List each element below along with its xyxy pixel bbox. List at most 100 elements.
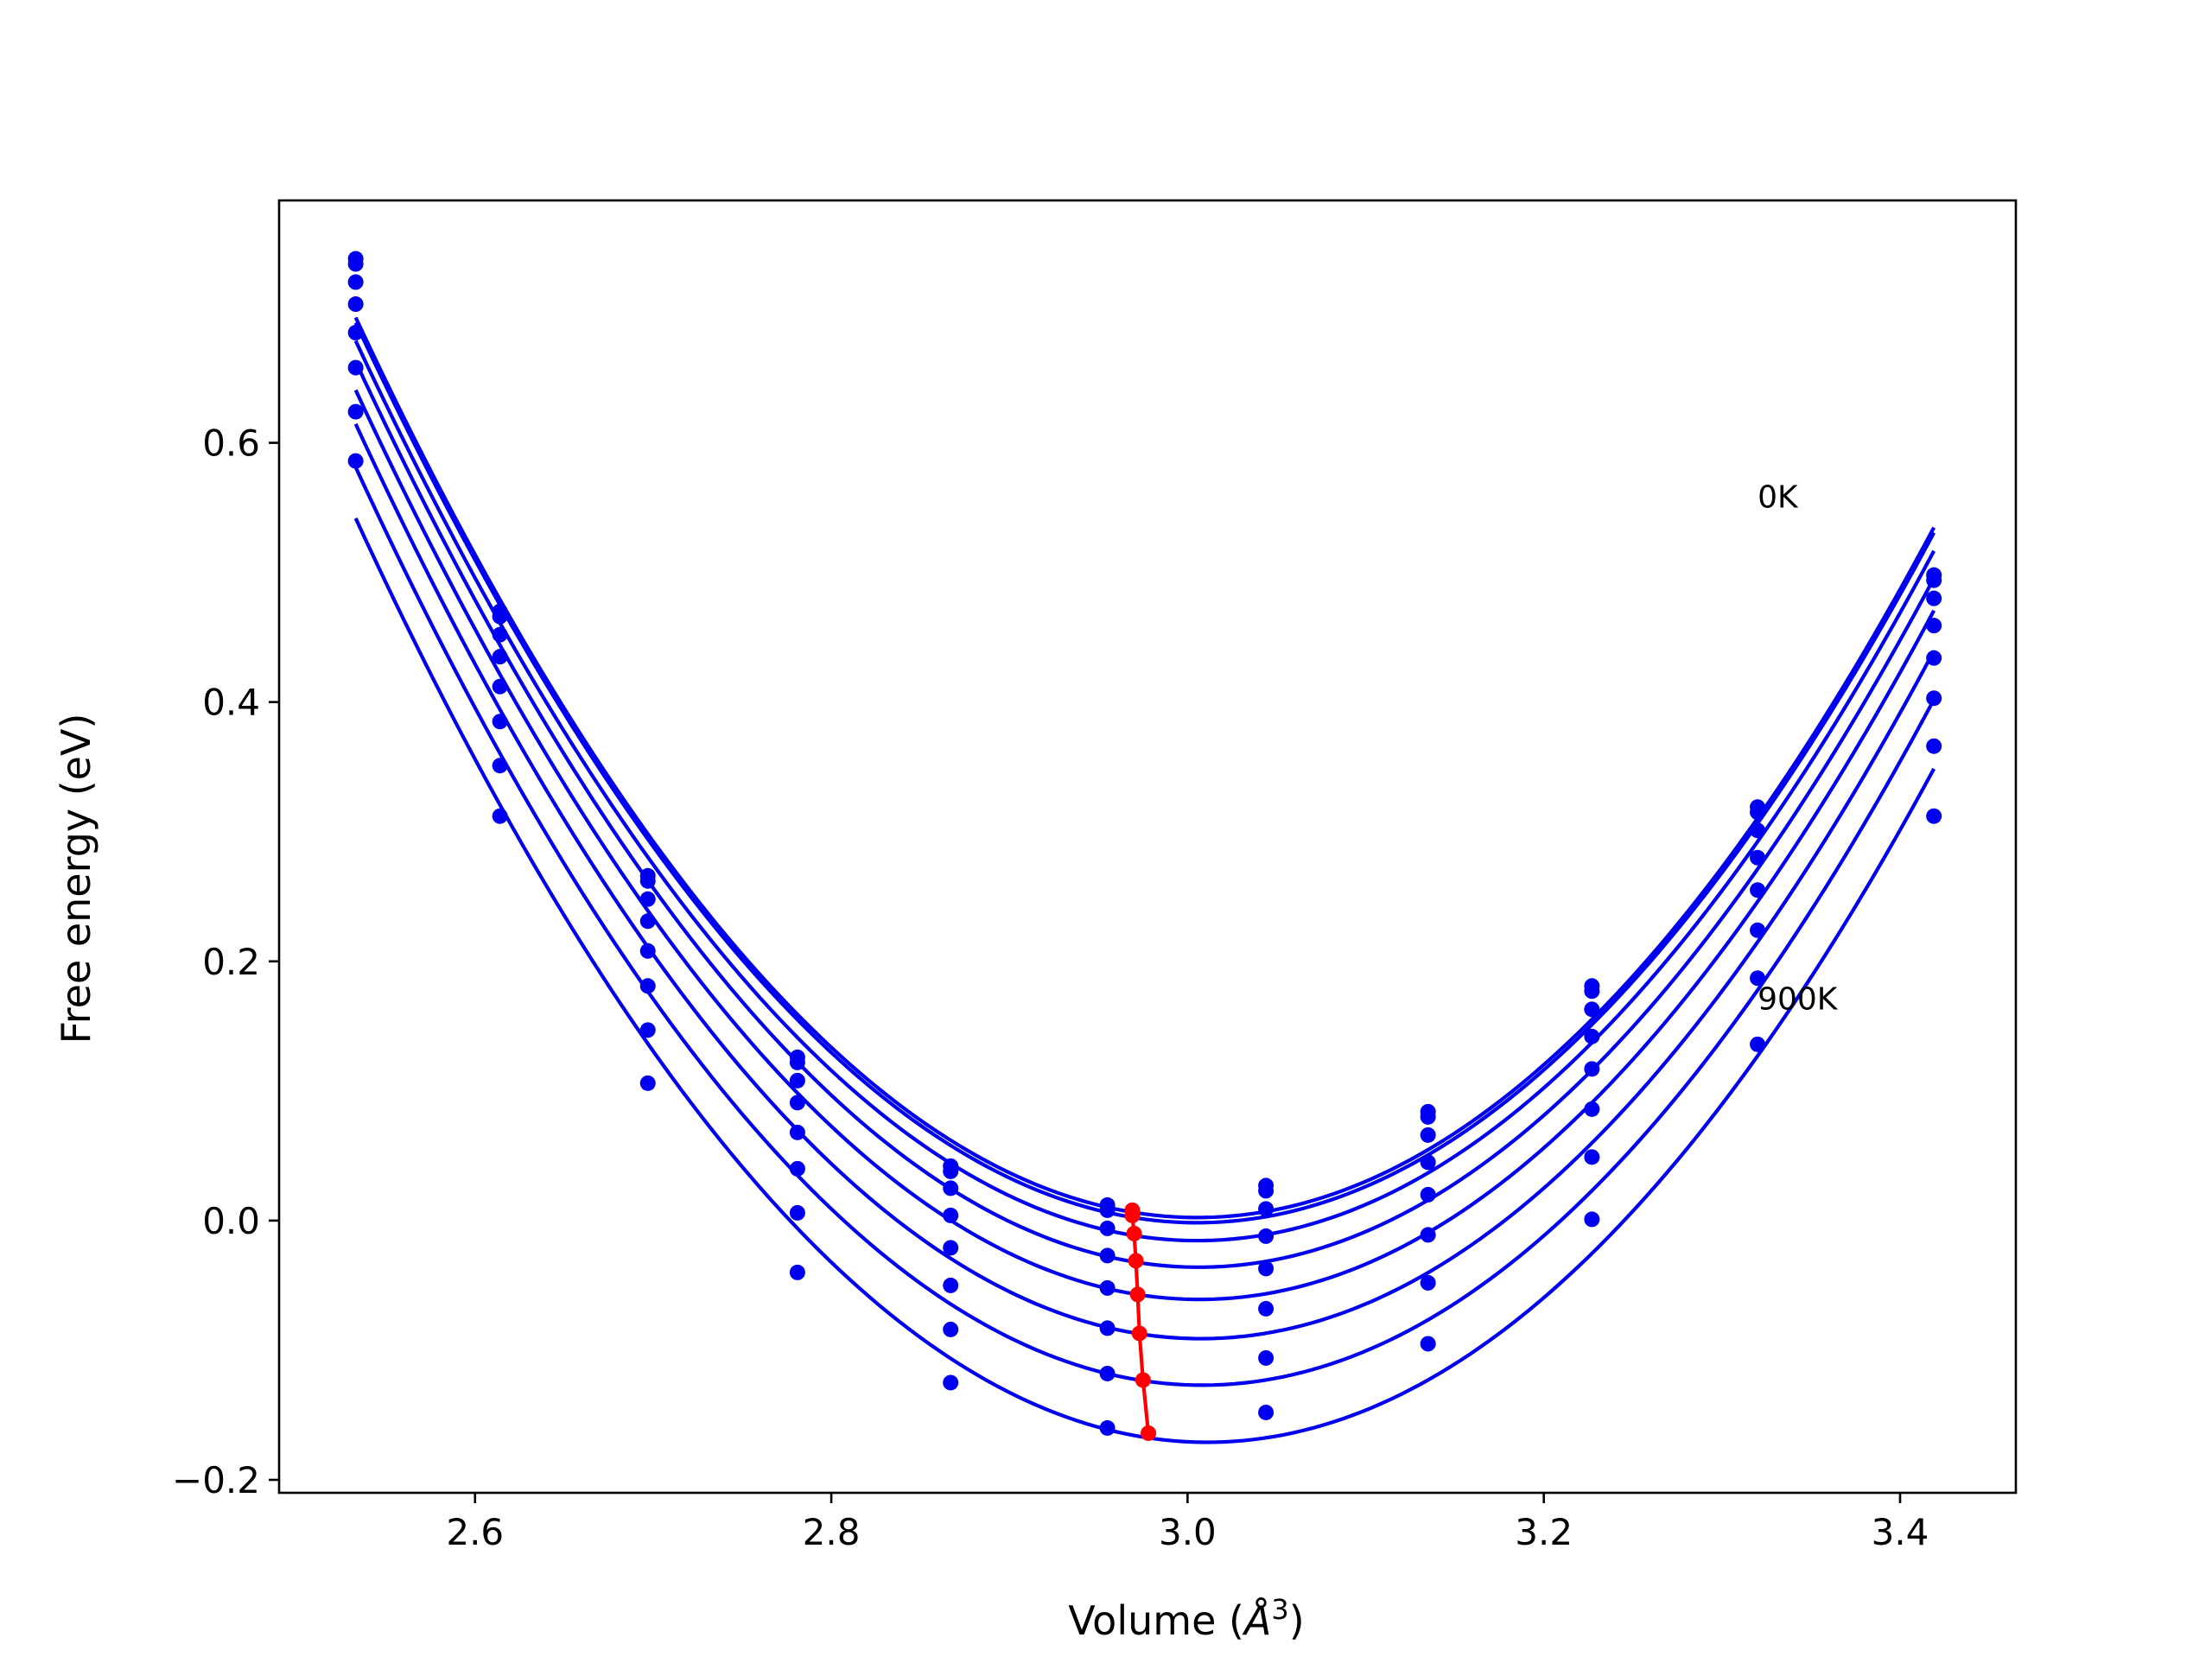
x-axis-label-unit: Å — [1242, 1597, 1271, 1644]
series-5-point-9 — [1750, 922, 1766, 938]
series-3-point-5 — [1099, 1247, 1116, 1264]
series-5-point-0 — [347, 359, 364, 376]
series-5-point-4 — [943, 1277, 959, 1293]
series-4-point-8 — [1584, 1061, 1600, 1077]
series-3 — [347, 296, 1942, 1269]
series-7-point-0 — [347, 453, 364, 469]
series-3-fit-line — [353, 360, 1936, 1269]
series-7-point-4 — [943, 1374, 959, 1391]
series-1 — [347, 256, 1942, 1225]
series-4-point-9 — [1750, 882, 1766, 898]
series-1-point-0 — [347, 256, 364, 272]
series-7-point-1 — [492, 808, 508, 824]
series-6-point-3 — [789, 1204, 805, 1221]
series-3-point-10 — [1926, 618, 1942, 634]
minima-point-4 — [1129, 1286, 1146, 1303]
annotation-1: 900K — [1758, 981, 1839, 1017]
series-4-point-7 — [1420, 1186, 1436, 1203]
series-3-point-7 — [1420, 1154, 1436, 1171]
series-6-point-7 — [1420, 1274, 1436, 1291]
series-2-point-7 — [1420, 1127, 1436, 1143]
series-6-point-5 — [1099, 1365, 1116, 1381]
series-6-point-8 — [1584, 1149, 1600, 1165]
series-7-point-9 — [1750, 1036, 1766, 1052]
y-axis-label: Free energy (eV) — [53, 714, 99, 1044]
series-2-point-10 — [1926, 590, 1942, 606]
series-4-point-1 — [492, 678, 508, 695]
minima-point-2 — [1126, 1225, 1142, 1241]
series-3-point-8 — [1584, 1028, 1600, 1044]
series-5-point-5 — [1099, 1320, 1116, 1336]
series-2-point-5 — [1099, 1220, 1116, 1236]
x-tick-label-1: 2.8 — [803, 1511, 861, 1553]
series-6-point-2 — [639, 1022, 656, 1038]
series-4-point-6 — [1258, 1260, 1274, 1277]
series-1-point-5 — [1099, 1202, 1116, 1218]
series-6-point-9 — [1750, 970, 1766, 987]
series-4-point-0 — [347, 325, 364, 341]
series-6-point-4 — [943, 1321, 959, 1337]
series-7-point-8 — [1584, 1211, 1600, 1228]
x-tick-label-0: 2.6 — [446, 1511, 504, 1553]
x-tick-label-3: 3.2 — [1515, 1511, 1573, 1553]
series-1-point-7 — [1420, 1108, 1436, 1125]
series-4-point-4 — [943, 1240, 959, 1256]
series-2-point-9 — [1750, 822, 1766, 839]
y-tick-label-1: 0.0 — [202, 1200, 260, 1242]
series-5-point-8 — [1584, 1101, 1600, 1117]
series-5-point-1 — [492, 714, 508, 730]
minima-point-3 — [1128, 1253, 1144, 1269]
y-tick-label-2: 0.2 — [202, 941, 260, 983]
minima-point-5 — [1131, 1325, 1147, 1342]
x-axis-label: Volume (Å3) — [1068, 1593, 1304, 1644]
x-axis-label-exponent: 3 — [1271, 1593, 1288, 1626]
series-2-point-8 — [1584, 1001, 1600, 1018]
x-tick-label-4: 3.4 — [1872, 1511, 1929, 1553]
series-7-point-2 — [639, 1075, 656, 1091]
minima-point-6 — [1135, 1372, 1151, 1388]
series-7-point-7 — [1420, 1336, 1436, 1352]
series-3-point-0 — [347, 296, 364, 313]
y-axis-ticks: −0.2 0.0 0.2 0.4 0.6 — [172, 422, 279, 1501]
plot-frame — [277, 199, 2018, 1495]
x-tick-label-2: 3.0 — [1159, 1511, 1217, 1553]
series-6-point-0 — [347, 403, 364, 420]
y-tick-label-4: 0.6 — [202, 422, 260, 465]
x-axis-label-close: ) — [1289, 1597, 1305, 1644]
series-7 — [347, 453, 1942, 1444]
series-3-point-9 — [1750, 849, 1766, 866]
minima-layer — [1124, 1202, 1157, 1441]
series-1-point-9 — [1750, 804, 1766, 821]
series-5-point-7 — [1420, 1227, 1436, 1243]
series-2-point-3 — [789, 1072, 805, 1089]
minima-point-1 — [1124, 1207, 1141, 1223]
series-5-point-10 — [1926, 690, 1942, 707]
series-6-point-10 — [1926, 738, 1942, 754]
y-tick-label-0: −0.2 — [172, 1459, 260, 1501]
series-7-point-10 — [1926, 808, 1942, 824]
series-5-point-6 — [1258, 1300, 1274, 1317]
series-2-fit-line — [353, 340, 1936, 1243]
series-6-point-6 — [1258, 1349, 1274, 1366]
minima-point-7 — [1141, 1425, 1157, 1441]
series-5-point-2 — [639, 978, 656, 994]
annotations-layer: 0K 900K — [1758, 480, 1839, 1018]
series-4-point-5 — [1099, 1279, 1116, 1296]
series-7-point-5 — [1099, 1419, 1116, 1436]
series-2-point-0 — [347, 274, 364, 290]
series-6-point-1 — [492, 758, 508, 774]
series-1-point-6 — [1258, 1183, 1274, 1199]
series-7-point-6 — [1258, 1404, 1274, 1420]
x-axis-label-text: Volume ( — [1068, 1597, 1244, 1644]
series-1-point-8 — [1584, 983, 1600, 1000]
series-0-fit-line — [353, 316, 1936, 1220]
y-tick-label-3: 0.4 — [202, 682, 260, 724]
series-2-point-6 — [1258, 1201, 1274, 1217]
x-axis-ticks: 2.6 2.8 3.0 3.2 3.4 — [446, 1493, 1929, 1553]
series-3-point-1 — [492, 649, 508, 665]
series-7-point-3 — [789, 1264, 805, 1280]
series-1-fit-line — [353, 321, 1936, 1225]
